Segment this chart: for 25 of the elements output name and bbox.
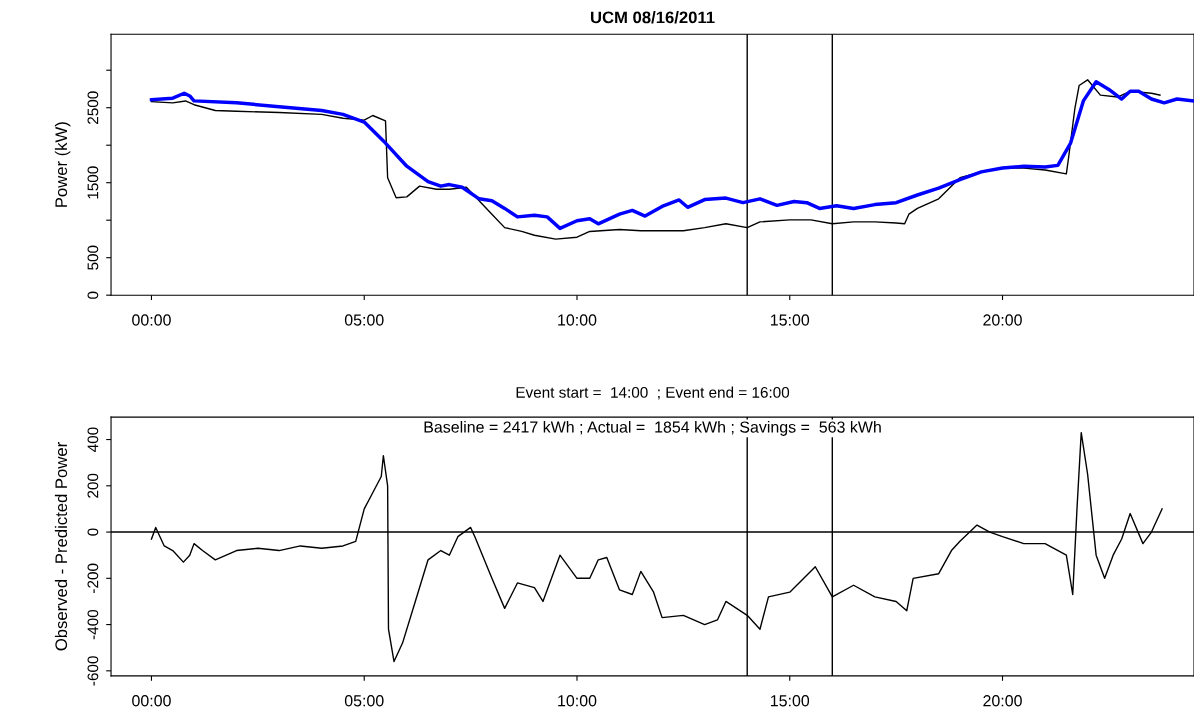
y-tick-label: 0 xyxy=(87,528,99,536)
y-tick-label: 0 xyxy=(87,291,99,299)
chart-title: UCM 08/16/2011 xyxy=(590,11,715,24)
x-tick-label: 05:00 xyxy=(344,314,384,326)
x-tick-label: 10:00 xyxy=(558,695,597,707)
y-tick-label: 1500 xyxy=(87,166,99,199)
x-tick-label: 15:00 xyxy=(770,695,810,707)
y-axis-title: Observed - Predicted Power xyxy=(54,442,68,651)
y-tick-label: 2500 xyxy=(87,91,99,124)
x-tick-label: 00:00 xyxy=(132,695,171,707)
chart-title: Event start = 14:00 ; Event end = 16:00 xyxy=(516,386,790,400)
y-tick-label: -200 xyxy=(87,563,99,593)
y-axis-title: Power (kW) xyxy=(54,122,71,207)
x-tick-label: 15:00 xyxy=(770,314,810,326)
y-tick-label: 500 xyxy=(87,245,99,270)
y-tick-label: 400 xyxy=(87,427,99,452)
x-tick-label: 10:00 xyxy=(558,314,597,326)
y-tick-label: -600 xyxy=(87,656,99,686)
y-tick-label: 200 xyxy=(87,473,99,498)
x-tick-label: 20:00 xyxy=(983,695,1022,707)
x-tick-label: 20:00 xyxy=(983,314,1022,326)
x-tick-label: 05:00 xyxy=(344,695,384,707)
annotation: Baseline = 2417 kWh ; Actual = 1854 kWh ; Savings = 563 kWh xyxy=(424,420,881,436)
x-tick-label: 00:00 xyxy=(132,314,171,326)
y-tick-label: -400 xyxy=(87,609,99,640)
